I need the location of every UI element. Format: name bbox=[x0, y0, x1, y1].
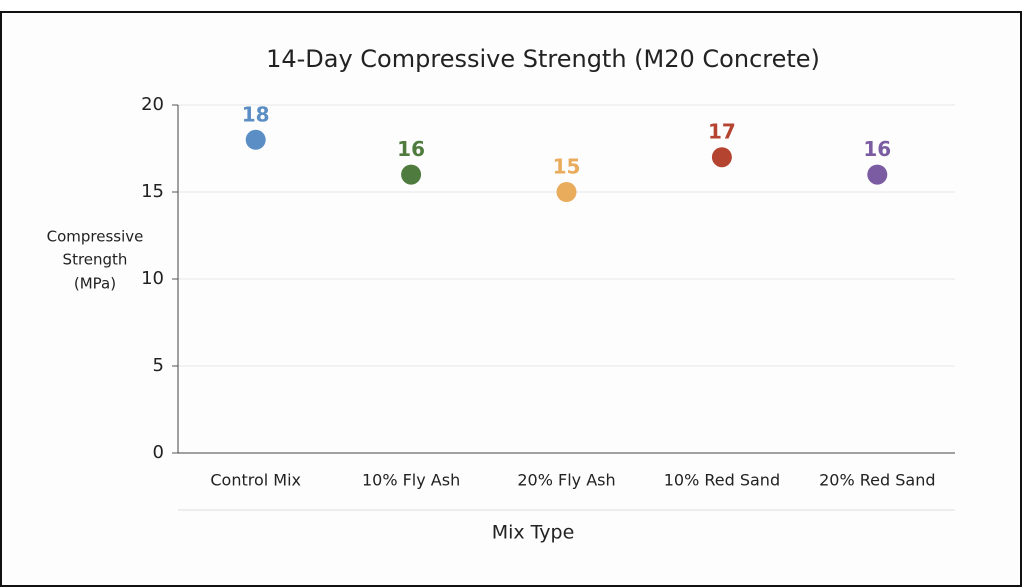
y-axis-label: Compressive bbox=[47, 228, 144, 246]
data-label: 16 bbox=[863, 137, 891, 161]
data-label: 18 bbox=[242, 102, 270, 126]
x-tick-label: Control Mix bbox=[210, 471, 301, 490]
data-label: 17 bbox=[708, 120, 736, 144]
y-tick-label: 0 bbox=[153, 442, 164, 463]
x-tick-label: 20% Fly Ash bbox=[517, 471, 615, 490]
point bbox=[556, 182, 577, 202]
y-tick-label: 20 bbox=[141, 94, 164, 115]
y-tick-label: 15 bbox=[141, 181, 164, 202]
y-tick-label: 5 bbox=[153, 355, 164, 376]
x-tick-label: 10% Red Sand bbox=[664, 471, 780, 490]
x-tick-label: 20% Red Sand bbox=[819, 471, 935, 490]
frame bbox=[0, 11, 1022, 587]
point bbox=[867, 164, 888, 185]
x-axis-label: Mix Type bbox=[492, 522, 575, 544]
point bbox=[401, 164, 422, 185]
y-axis-label: Strength bbox=[63, 251, 128, 269]
x-tick-label: 10% Fly Ash bbox=[362, 471, 460, 490]
point bbox=[245, 129, 266, 150]
y-tick-label: 10 bbox=[141, 268, 164, 289]
chart-title: 14-Day Compressive Strength (M20 Concret… bbox=[266, 45, 820, 73]
point bbox=[711, 147, 732, 168]
y-axis-label: (MPa) bbox=[74, 275, 116, 293]
data-label: 15 bbox=[553, 155, 581, 179]
data-label: 16 bbox=[397, 137, 425, 161]
